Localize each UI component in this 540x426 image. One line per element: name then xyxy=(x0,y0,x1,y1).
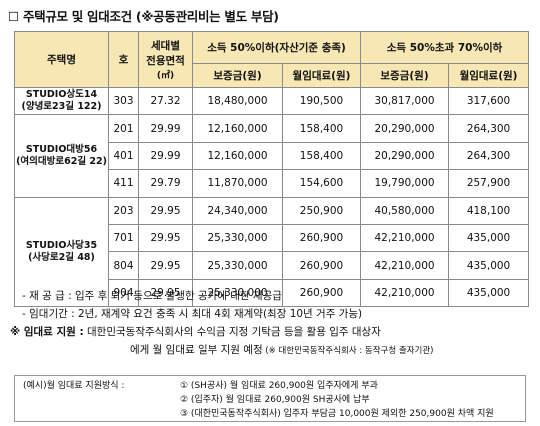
example-item-3: ③ (대한민국동작주식회사) 입주자 부담금 10,000원 제외한 250,9… xyxy=(180,409,494,419)
rent2-cell: 435,000 xyxy=(448,223,530,253)
header-deposit-1: 보증금(원) xyxy=(192,63,283,88)
house-address: (여의대방로62길 22) xyxy=(16,155,107,167)
unit-cell: 701 xyxy=(108,223,139,253)
area-cell: 29.95 xyxy=(138,251,193,280)
table-row: STUDIO상도14 (양녕로23길 122) 303 27.32 18,480… xyxy=(14,86,530,116)
unit-cell: 401 xyxy=(108,141,139,171)
rent2-cell: 435,000 xyxy=(448,251,530,280)
example-label: (예시)월 임대료 지원방식 : xyxy=(23,381,125,391)
note-rent-support-label: ※ 임대료 지원 : xyxy=(10,326,84,338)
header-rent-2: 월임대료(원) xyxy=(448,63,530,88)
rent1-cell: 158,400 xyxy=(281,141,362,171)
rent1-cell: 154,600 xyxy=(281,169,362,198)
table-row: STUDIO대방56 (여의대방로62길 22) 201 29.99 12,16… xyxy=(14,114,530,198)
house-name: STUDIO대방56 xyxy=(25,143,98,155)
note-rent-support-footnote: (※ 대한민국동작주식회사 : 동작구청 출자기관) xyxy=(262,346,434,356)
house-address: (사당로2길 48) xyxy=(28,251,95,263)
header-house: 주택명 xyxy=(14,31,109,88)
note-lease-period: - 임대기간 : 2년, 재계약 요건 충족 시 최대 4회 재계약(최장 10… xyxy=(22,308,363,320)
area-cell: 29.99 xyxy=(138,141,193,171)
notes-section: - 재 공 급 : 입주 후 퇴거 등으로 발생한 공가에 대한 재공급 - 임… xyxy=(10,287,535,359)
deposit1-cell: 18,480,000 xyxy=(192,86,283,116)
page-title: ☐ 주택규모 및 임대조건 (※공동관리비는 별도 부담) xyxy=(8,9,279,24)
note-rent-support-cont: 에게 월 임대료 일부 지원 예정 (※ 대한민국동작주식회사 : 동작구청 출… xyxy=(10,341,535,359)
header-unit: 호 xyxy=(108,31,139,88)
rent2-cell: 418,100 xyxy=(448,196,530,225)
unit-cell: 303 xyxy=(108,86,139,116)
house-name: STUDIO사당35 xyxy=(25,239,98,251)
rent2-cell: 264,300 xyxy=(448,114,530,143)
note-rent-support-text: 대한민국동작주식회사의 수익금 지정 기탁금 등을 활용 입주 대상자 xyxy=(83,326,381,338)
rent2-cell: 317,600 xyxy=(448,86,530,116)
rent2-cell: 435,000 xyxy=(448,278,530,308)
deposit1-cell: 24,340,000 xyxy=(192,196,283,225)
note-resupply: - 재 공 급 : 입주 후 퇴거 등으로 발생한 공가에 대한 재공급 xyxy=(22,290,282,302)
area-cell: 29.95 xyxy=(138,196,193,225)
house-name: STUDIO상도14 xyxy=(25,89,98,101)
area-cell: 29.95 xyxy=(138,223,193,253)
note-rent-support-cont-text: 에게 월 임대료 일부 지원 예정 xyxy=(130,344,263,356)
table-row: STUDIO사당35 (사당로2길 48) 203 29.95 24,340,0… xyxy=(14,196,530,308)
house-cell: STUDIO대방56 (여의대방로62길 22) xyxy=(14,114,109,198)
deposit2-cell: 30,817,000 xyxy=(360,86,450,116)
deposit2-cell: 20,290,000 xyxy=(360,114,450,143)
example-box: (예시)월 임대료 지원방식 : ① (SH공사) 월 임대료 260,900원… xyxy=(14,375,526,422)
unit-cell: 203 xyxy=(108,196,139,225)
unit-cell: 411 xyxy=(108,169,139,198)
rent2-cell: 264,300 xyxy=(448,141,530,171)
area-cell: 29.79 xyxy=(138,169,193,198)
example-item-1: ① (SH공사) 월 임대료 260,900원 입주자에게 부과 xyxy=(180,381,378,391)
header-group2: 소득 50%초과 70%이하 xyxy=(360,31,530,64)
deposit1-cell: 25,330,000 xyxy=(192,251,283,280)
unit-cell: 904 xyxy=(108,278,139,308)
area-cell: 29.95 xyxy=(138,278,193,308)
deposit1-cell: 12,160,000 xyxy=(192,141,283,171)
header-deposit-2: 보증금(원) xyxy=(360,63,450,88)
rent1-cell: 260,900 xyxy=(281,223,362,253)
area-cell: 29.99 xyxy=(138,114,193,143)
deposit2-cell: 42,210,000 xyxy=(360,223,450,253)
example-item-2: ② (입주자) 월 임대료 260,900원 SH공사에 납부 xyxy=(180,395,370,405)
deposit2-cell: 42,210,000 xyxy=(360,251,450,280)
deposit1-cell: 25,330,000 xyxy=(192,223,283,253)
deposit2-cell: 20,290,000 xyxy=(360,141,450,171)
header-area-line2: 전용면적 xyxy=(146,55,185,67)
rent-table: 주택명 호 세대별 전용면적 (㎡) 소득 50%이하(자산기준 충족) 소득 … xyxy=(14,31,530,308)
note-rent-support: ※ 임대료 지원 : 대한민국동작주식회사의 수익금 지정 기탁금 등을 활용 … xyxy=(10,323,535,341)
area-cell: 27.32 xyxy=(138,86,193,116)
rent1-cell: 158,400 xyxy=(281,114,362,143)
header-area-line3: (㎡) xyxy=(156,71,175,81)
header-rent-1: 월임대료(원) xyxy=(281,63,362,88)
unit-cell: 804 xyxy=(108,251,139,280)
house-address: (양녕로23길 122) xyxy=(21,101,102,113)
table-row: 401 29.99 12,160,000 158,400 20,290,000 … xyxy=(15,141,530,171)
table-row: 411 29.79 11,870,000 154,600 19,790,000 … xyxy=(15,169,530,198)
unit-cell: 201 xyxy=(108,114,139,143)
rent1-cell: 260,900 xyxy=(281,251,362,280)
rent2-cell: 257,900 xyxy=(448,169,530,198)
table-row: 904 29.95 25,330,000 260,900 42,210,000 … xyxy=(15,278,530,308)
table-row: 701 29.95 25,330,000 260,900 42,210,000 … xyxy=(15,223,530,253)
deposit1-cell: 12,160,000 xyxy=(192,114,283,143)
rent1-cell: 250,900 xyxy=(281,196,362,225)
rent1-cell: 190,500 xyxy=(281,86,362,116)
header-group1: 소득 50%이하(자산기준 충족) xyxy=(191,31,362,64)
header-area: 세대별 전용면적 (㎡) xyxy=(138,31,193,88)
house-cell: STUDIO상도14 (양녕로23길 122) xyxy=(14,86,109,116)
deposit2-cell: 40,580,000 xyxy=(360,196,450,225)
rent1-cell: 260,900 xyxy=(281,278,362,308)
header-area-line1: 세대별 xyxy=(151,40,180,52)
deposit2-cell: 19,790,000 xyxy=(360,169,450,198)
deposit2-cell: 42,210,000 xyxy=(360,278,450,308)
deposit1-cell: 11,870,000 xyxy=(192,169,283,198)
